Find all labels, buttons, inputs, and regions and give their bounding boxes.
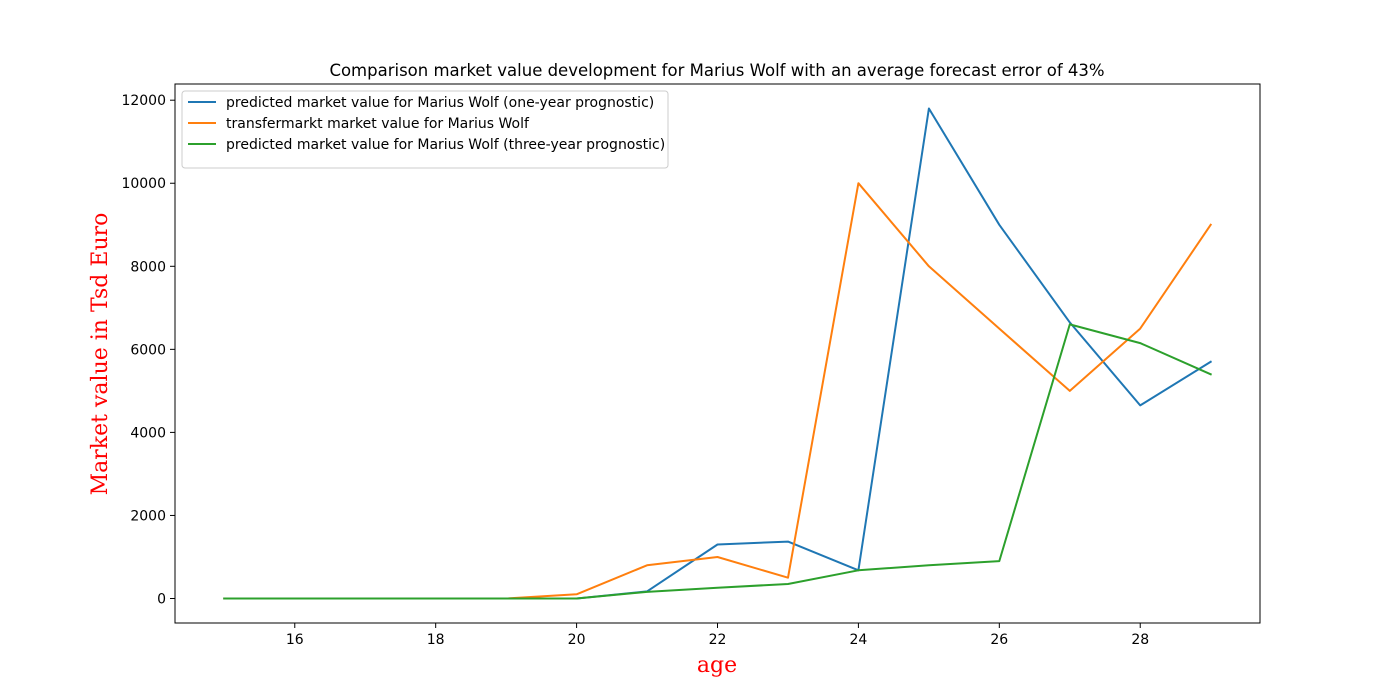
legend: predicted market value for Marius Wolf (… — [181, 90, 669, 169]
ticks-layer: 16 18 20 22 24 26 28 0 2000 4000 6000 8000 10000 1200… — [121, 93, 1149, 648]
x-tick-label: 28 — [1131, 632, 1149, 648]
series-line-3 — [223, 323, 1213, 600]
x-tick-label: 16 — [286, 632, 304, 648]
series-layer — [223, 107, 1213, 600]
legend-box — [181, 90, 669, 169]
series-line-1 — [223, 107, 1213, 600]
y-tick-label: 10000 — [121, 176, 166, 192]
y-axis-label: Market value in Tsd Euro — [88, 213, 113, 496]
x-tick-label: 24 — [849, 632, 867, 648]
x-tick-label: 22 — [709, 632, 727, 648]
legend-label-3: predicted market value for Marius Wolf (… — [226, 137, 665, 153]
y-tick-label: 4000 — [130, 425, 166, 441]
y-tick-label: 2000 — [130, 508, 166, 524]
legend-label-1: predicted market value for Marius Wolf (… — [226, 95, 654, 111]
x-axis-label: age — [697, 653, 737, 678]
series-line-2 — [223, 182, 1213, 600]
chart-title: Comparison market value development for … — [329, 61, 1104, 80]
plot-area-frame — [174, 83, 1261, 624]
y-tick-label: 0 — [157, 592, 166, 608]
legend-label-2: transfermarkt market value for Marius Wo… — [226, 116, 530, 132]
x-tick-label: 26 — [990, 632, 1008, 648]
y-tick-label: 12000 — [121, 93, 166, 109]
x-tick-label: 20 — [568, 632, 586, 648]
y-tick-label: 6000 — [130, 342, 166, 358]
x-tick-label: 18 — [427, 632, 445, 648]
y-tick-label: 8000 — [130, 259, 166, 275]
